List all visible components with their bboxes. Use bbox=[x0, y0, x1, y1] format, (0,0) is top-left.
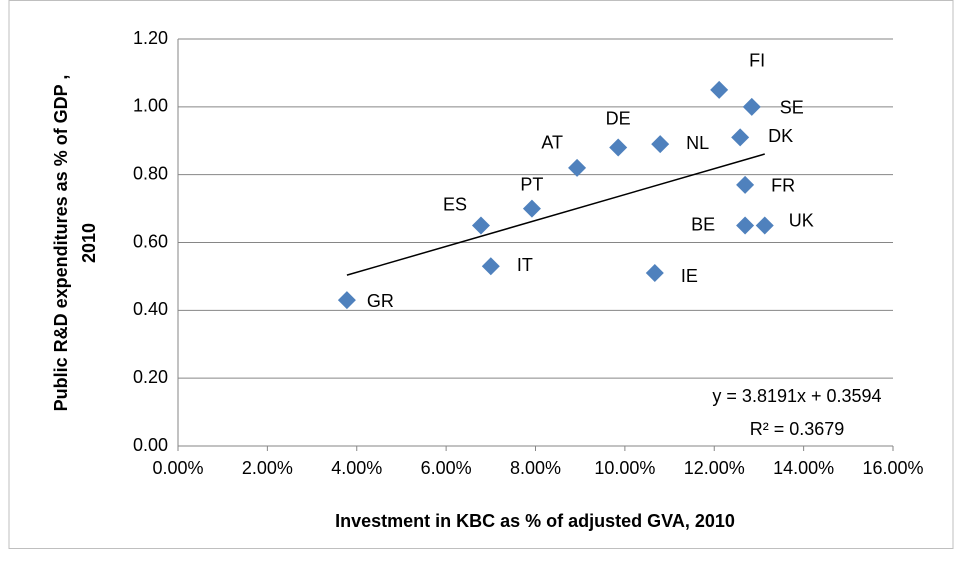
point bbox=[731, 128, 750, 147]
x-tick-label: 2.00% bbox=[242, 458, 293, 478]
point-label: PT bbox=[520, 174, 543, 194]
point-label: DK bbox=[768, 126, 793, 146]
point-label: DE bbox=[606, 108, 631, 128]
point bbox=[736, 216, 755, 235]
point-label: IT bbox=[517, 255, 533, 275]
y-axis-title: 2010 bbox=[79, 223, 99, 263]
point-label: FI bbox=[749, 51, 765, 71]
point bbox=[471, 216, 490, 235]
y-tick-label: 1.20 bbox=[133, 28, 168, 48]
point-label: FR bbox=[771, 176, 795, 196]
x-tick-label: 8.00% bbox=[510, 458, 561, 478]
point bbox=[710, 80, 729, 99]
point bbox=[755, 216, 774, 235]
y-tick-label: 0.80 bbox=[133, 163, 168, 183]
y-tick-label: 0.00 bbox=[133, 435, 168, 455]
x-tick-label: 4.00% bbox=[331, 458, 382, 478]
x-tick-label: 14.00% bbox=[773, 458, 834, 478]
point-label: BE bbox=[691, 214, 715, 234]
point bbox=[522, 199, 541, 218]
x-tick-label: 12.00% bbox=[684, 458, 745, 478]
x-tick-label: 16.00% bbox=[862, 458, 923, 478]
y-axis-title: Public R&D expenditures as % of GDP , bbox=[51, 75, 71, 412]
point bbox=[742, 97, 761, 116]
point-label: UK bbox=[789, 210, 814, 230]
point bbox=[568, 158, 587, 177]
y-tick-label: 0.20 bbox=[133, 367, 168, 387]
point-label: NL bbox=[686, 133, 709, 153]
x-tick-label: 0.00% bbox=[152, 458, 203, 478]
point bbox=[609, 138, 628, 157]
point-label: GR bbox=[367, 291, 394, 311]
point-label: SE bbox=[780, 98, 804, 118]
point bbox=[651, 135, 670, 154]
x-tick-label: 6.00% bbox=[421, 458, 472, 478]
y-tick-label: 1.00 bbox=[133, 96, 168, 116]
trend-r-squared: R² = 0.3679 bbox=[750, 419, 845, 439]
point bbox=[337, 291, 356, 310]
trend-equation: y = 3.8191x + 0.3594 bbox=[712, 386, 881, 406]
point-label: ES bbox=[443, 194, 467, 214]
point bbox=[645, 264, 664, 283]
point bbox=[736, 175, 755, 194]
chart-border bbox=[8, 0, 954, 549]
point-label: IE bbox=[681, 266, 698, 286]
x-tick-label: 10.00% bbox=[594, 458, 655, 478]
trendline bbox=[346, 153, 765, 276]
y-tick-label: 0.40 bbox=[133, 299, 168, 319]
y-tick-label: 0.60 bbox=[133, 231, 168, 251]
x-axis-title: Investment in KBC as % of adjusted GVA, … bbox=[335, 511, 735, 531]
point-label: AT bbox=[541, 133, 563, 153]
point bbox=[481, 257, 500, 276]
